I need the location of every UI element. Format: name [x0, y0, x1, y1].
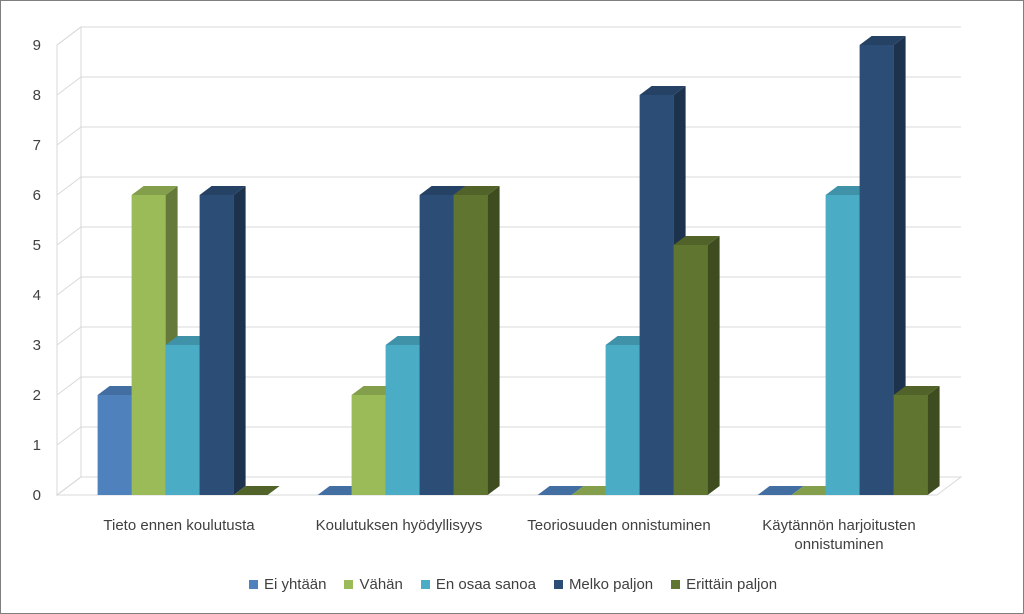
bar-top	[757, 486, 804, 495]
side-wall	[56, 26, 82, 496]
bar-side	[707, 236, 720, 495]
legend: Ei yhtään Vähän En osaa sanoa Melko paljon E…	[1, 576, 1024, 593]
legend-swatch	[344, 580, 354, 589]
legend-swatch	[553, 580, 563, 589]
y-tick-label: 5	[33, 237, 41, 254]
bar	[199, 186, 246, 495]
y-tick-label: 0	[33, 487, 41, 504]
legend-swatch	[671, 580, 681, 589]
bar-front	[97, 395, 132, 495]
gridline	[56, 76, 961, 96]
bar	[893, 386, 940, 495]
legend-label: Ei yhtään	[263, 576, 327, 593]
category-label: Käytännön harjoitusten onnistuminen	[762, 517, 915, 553]
category-label: Tieto ennen koulutusta	[103, 517, 255, 534]
legend-label: Erittäin paljon	[686, 576, 778, 593]
bar-side	[487, 186, 500, 495]
category-label-line: Käytännön harjoitusten	[762, 517, 915, 534]
gridline	[56, 176, 961, 196]
bar-front	[453, 195, 488, 495]
y-tick-label: 4	[33, 287, 41, 304]
bar-chart: 0 1 2 3 4 5 6 7 8 9 Tieto ennen koulutusta Koulutuk…	[33, 26, 963, 553]
bar-front	[673, 245, 708, 495]
y-tick-label: 2	[33, 387, 41, 404]
bar	[233, 486, 280, 495]
category-label: Teoriosuuden onnistuminen	[527, 517, 710, 534]
legend-item: Vähän	[344, 576, 403, 593]
y-tick-label: 8	[33, 87, 41, 104]
bar-top	[453, 186, 500, 195]
y-tick-label: 7	[33, 137, 41, 154]
bar	[757, 486, 804, 495]
legend-label: En osaa sanoa	[435, 576, 536, 593]
bar-front	[385, 345, 420, 495]
y-tick-label: 9	[33, 37, 41, 54]
legend-label: Melko paljon	[568, 576, 654, 593]
legend-item: Erittäin paljon	[671, 576, 777, 593]
y-tick-label: 6	[33, 187, 41, 204]
bar-front	[131, 195, 166, 495]
gridline	[56, 126, 961, 146]
bar	[453, 186, 500, 495]
gridline	[56, 276, 961, 296]
legend-item: Ei yhtään	[248, 576, 327, 593]
y-tick-label: 1	[33, 437, 41, 454]
category-label-line: Tieto ennen koulutusta	[103, 517, 255, 534]
bar-top	[893, 386, 940, 395]
bar-front	[199, 195, 234, 495]
category-label-line: Koulutuksen hyödyllisyys	[316, 517, 483, 534]
bar-front	[165, 345, 200, 495]
bar-front	[419, 195, 454, 495]
category-label: Koulutuksen hyödyllisyys	[316, 517, 483, 534]
bar-side	[233, 186, 246, 495]
bar	[673, 236, 720, 495]
bar-front	[893, 395, 928, 495]
legend-label: Vähän	[359, 576, 403, 593]
bar-top	[673, 236, 720, 245]
bar-side	[893, 36, 906, 495]
legend-swatch	[420, 580, 430, 589]
gridline	[56, 26, 961, 46]
bar-top	[131, 186, 178, 195]
bar-top	[233, 486, 280, 495]
bar-top	[639, 86, 686, 95]
bar	[859, 36, 906, 495]
legend-swatch	[248, 580, 258, 589]
bar-top	[859, 36, 906, 45]
bar-front	[351, 395, 386, 495]
legend-item: En osaa sanoa	[420, 576, 536, 593]
bar-front	[859, 45, 894, 495]
bar-front	[639, 95, 674, 495]
bar-front	[825, 195, 860, 495]
legend-item: Melko paljon	[553, 576, 654, 593]
category-label-line: Teoriosuuden onnistuminen	[527, 517, 710, 534]
y-tick-label: 3	[33, 337, 41, 354]
bar-front	[605, 345, 640, 495]
bar-top	[419, 186, 466, 195]
bar-side	[927, 386, 940, 495]
bar	[537, 486, 584, 495]
category-label-line: onnistuminen	[794, 536, 883, 553]
bar-top	[537, 486, 584, 495]
bar	[131, 186, 178, 495]
gridline	[56, 226, 961, 246]
bar-top	[199, 186, 246, 195]
